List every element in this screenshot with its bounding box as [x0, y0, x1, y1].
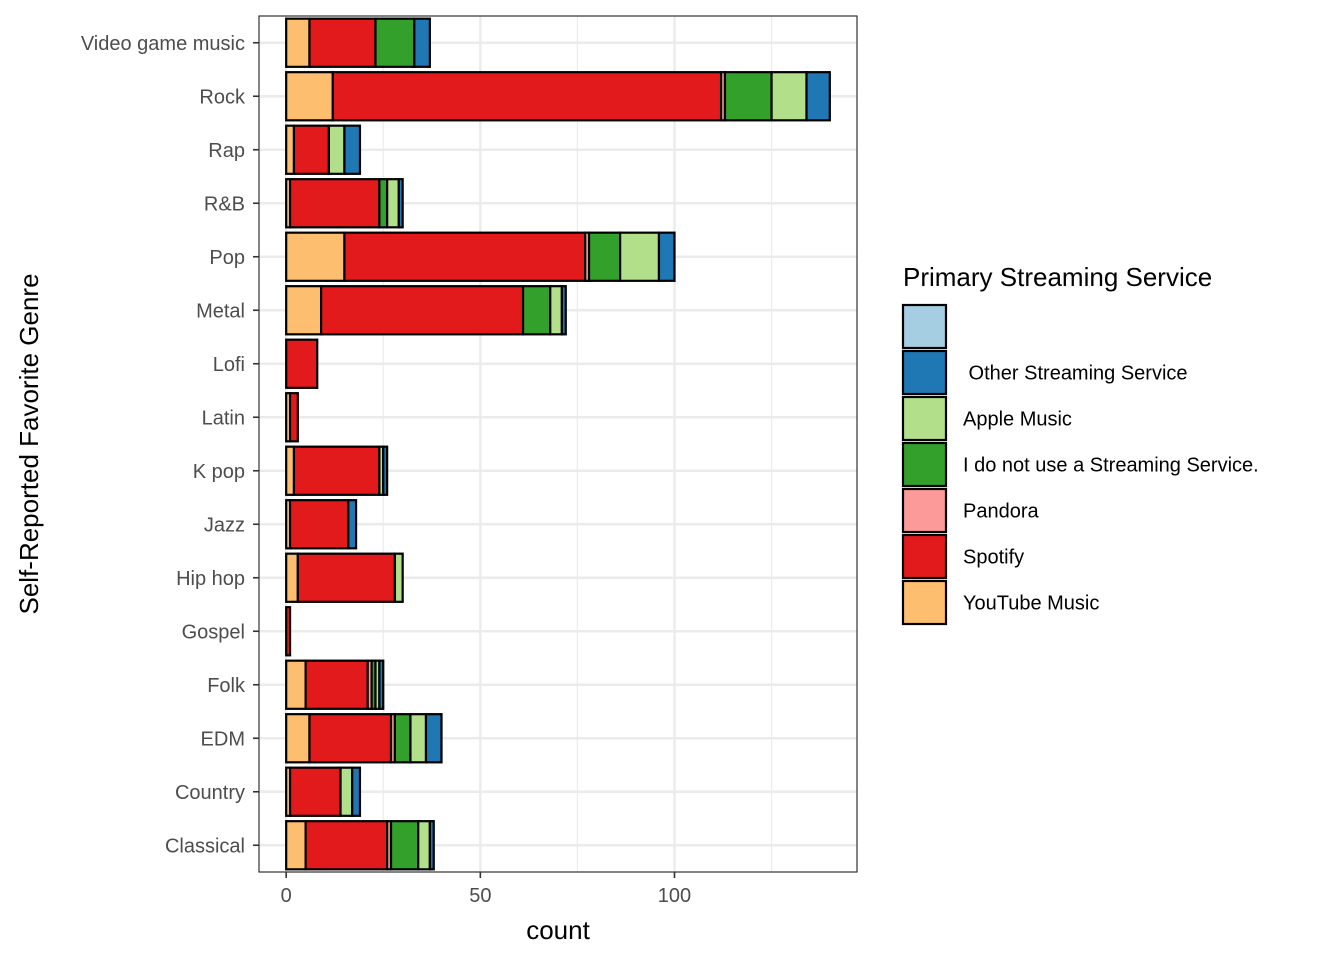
bar-pop-other-streaming-service	[657, 231, 676, 282]
y-tick-label-hip-hop: Hip hop	[176, 568, 245, 590]
bar-hip-hop-spotify	[296, 552, 397, 603]
bar-metal-apple-music	[549, 285, 563, 336]
legend-key-apple-music	[901, 395, 948, 442]
bar-r-b-other-streaming-service	[397, 178, 404, 229]
bar-folk-other-streaming-service	[378, 659, 385, 710]
bar-folk-youtube-music	[285, 659, 307, 710]
bar-classical-other-streaming-service	[428, 820, 435, 871]
y-tick-label-jazz: Jazz	[204, 514, 245, 536]
y-tick-label-video-game-music: Video game music	[81, 33, 245, 55]
legend: Primary Streaming Service Other Streamin…	[901, 262, 1259, 626]
bar-rap-spotify	[292, 124, 330, 175]
bar-video-game-music-youtube-music	[285, 17, 311, 68]
y-tick-label-country: Country	[175, 782, 245, 804]
y-tick-label-folk: Folk	[207, 675, 246, 697]
bar-metal-other-streaming-service	[560, 285, 567, 336]
bar-jazz-other-streaming-service	[347, 499, 358, 550]
bar-rock-apple-music	[770, 71, 808, 122]
legend-label-youtube-music: YouTube Music	[963, 593, 1099, 615]
legend-title: Primary Streaming Service	[903, 262, 1212, 292]
bar-rap-apple-music	[327, 124, 346, 175]
bar-hip-hop-apple-music	[393, 552, 404, 603]
legend-key-other-streaming-service	[901, 349, 948, 396]
y-tick-label-latin: Latin	[202, 407, 245, 429]
panel-border	[258, 15, 858, 873]
bar-edm-spotify	[308, 713, 393, 764]
legend-key-youtube-music	[901, 579, 948, 626]
y-tick-label-edm: EDM	[201, 728, 245, 750]
bar-edm-youtube-music	[285, 713, 311, 764]
bar-classical-youtube-music	[285, 820, 307, 871]
bar-pop-youtube-music	[285, 231, 346, 282]
y-axis-title: Self-Reported Favorite Genre	[14, 273, 44, 614]
legend-label-apple-music: Apple Music	[963, 409, 1072, 431]
bar-classical-i-do-not-use-a-streaming-service	[389, 820, 420, 871]
y-tick-label-pop: Pop	[209, 247, 245, 269]
legend-key-blank	[901, 303, 948, 350]
bar-pop-apple-music	[619, 231, 661, 282]
y-tick-label-classical: Classical	[165, 835, 245, 857]
bar-classical-apple-music	[417, 820, 431, 871]
legend-key-pandora	[901, 487, 948, 534]
x-axis-title: count	[526, 915, 590, 945]
legend-label-i-do-not-use-a-streaming-service: I do not use a Streaming Service.	[963, 455, 1259, 477]
bar-video-game-music-i-do-not-use-a-streaming-service	[374, 17, 416, 68]
x-tick-label-0: 0	[281, 885, 292, 907]
bar-r-b-i-do-not-use-a-streaming-service	[378, 178, 389, 229]
bar-series	[285, 17, 831, 871]
y-tick-label-metal: Metal	[196, 300, 245, 322]
legend-label-pandora: Pandora	[963, 501, 1039, 523]
bar-gospel-spotify	[285, 606, 292, 657]
bar-pop-spotify	[343, 231, 587, 282]
bar-country-other-streaming-service	[351, 766, 362, 817]
bar-metal-youtube-music	[285, 285, 323, 336]
x-tick-label-50: 50	[469, 885, 491, 907]
bar-metal-spotify	[320, 285, 525, 336]
bar-rap-other-streaming-service	[343, 124, 362, 175]
bar-rock-youtube-music	[285, 71, 334, 122]
bar-edm-i-do-not-use-a-streaming-service	[393, 713, 412, 764]
bar-classical-spotify	[304, 820, 389, 871]
bar-k-pop-spotify	[292, 445, 381, 496]
legend-label-spotify: Spotify	[963, 547, 1024, 569]
bar-video-game-music-spotify	[308, 17, 377, 68]
bar-rock-other-streaming-service	[805, 71, 831, 122]
y-tick-label-rock: Rock	[199, 86, 246, 108]
bar-metal-i-do-not-use-a-streaming-service	[521, 285, 552, 336]
bar-rock-spotify	[331, 71, 723, 122]
bar-country-apple-music	[339, 766, 354, 817]
bar-k-pop-youtube-music	[285, 445, 296, 496]
legend-key-i-do-not-use-a-streaming-service	[901, 441, 948, 488]
bar-rap-youtube-music	[285, 124, 296, 175]
x-axis: 0 50 100	[281, 872, 691, 907]
bar-lofi-spotify	[285, 338, 319, 389]
y-tick-label-gospel: Gospel	[182, 621, 245, 643]
bar-pop-i-do-not-use-a-streaming-service	[587, 231, 622, 282]
bar-edm-other-streaming-service	[424, 713, 443, 764]
bar-latin-spotify	[288, 392, 299, 443]
bar-r-b-apple-music	[386, 178, 400, 229]
y-tick-label-r-b: R&B	[204, 193, 245, 215]
legend-label-other-streaming-service: Other Streaming Service	[963, 363, 1188, 385]
bar-folk-spotify	[304, 659, 369, 710]
bar-hip-hop-youtube-music	[285, 552, 299, 603]
bar-edm-apple-music	[409, 713, 428, 764]
y-tick-label-lofi: Lofi	[213, 354, 245, 376]
bar-r-b-spotify	[288, 178, 381, 229]
bar-country-spotify	[288, 766, 342, 817]
y-tick-label-k-pop: K pop	[193, 461, 245, 483]
bar-video-game-music-other-streaming-service	[413, 17, 431, 68]
x-tick-label-100: 100	[658, 885, 691, 907]
bar-k-pop-other-streaming-service	[382, 445, 389, 496]
legend-key-spotify	[901, 533, 948, 580]
bar-rock-i-do-not-use-a-streaming-service	[723, 71, 773, 122]
y-tick-label-rap: Rap	[208, 140, 245, 162]
bar-jazz-spotify	[288, 499, 350, 550]
y-axis: Classical Country EDM Folk Gospel Hip hop Jazz…	[81, 33, 259, 857]
